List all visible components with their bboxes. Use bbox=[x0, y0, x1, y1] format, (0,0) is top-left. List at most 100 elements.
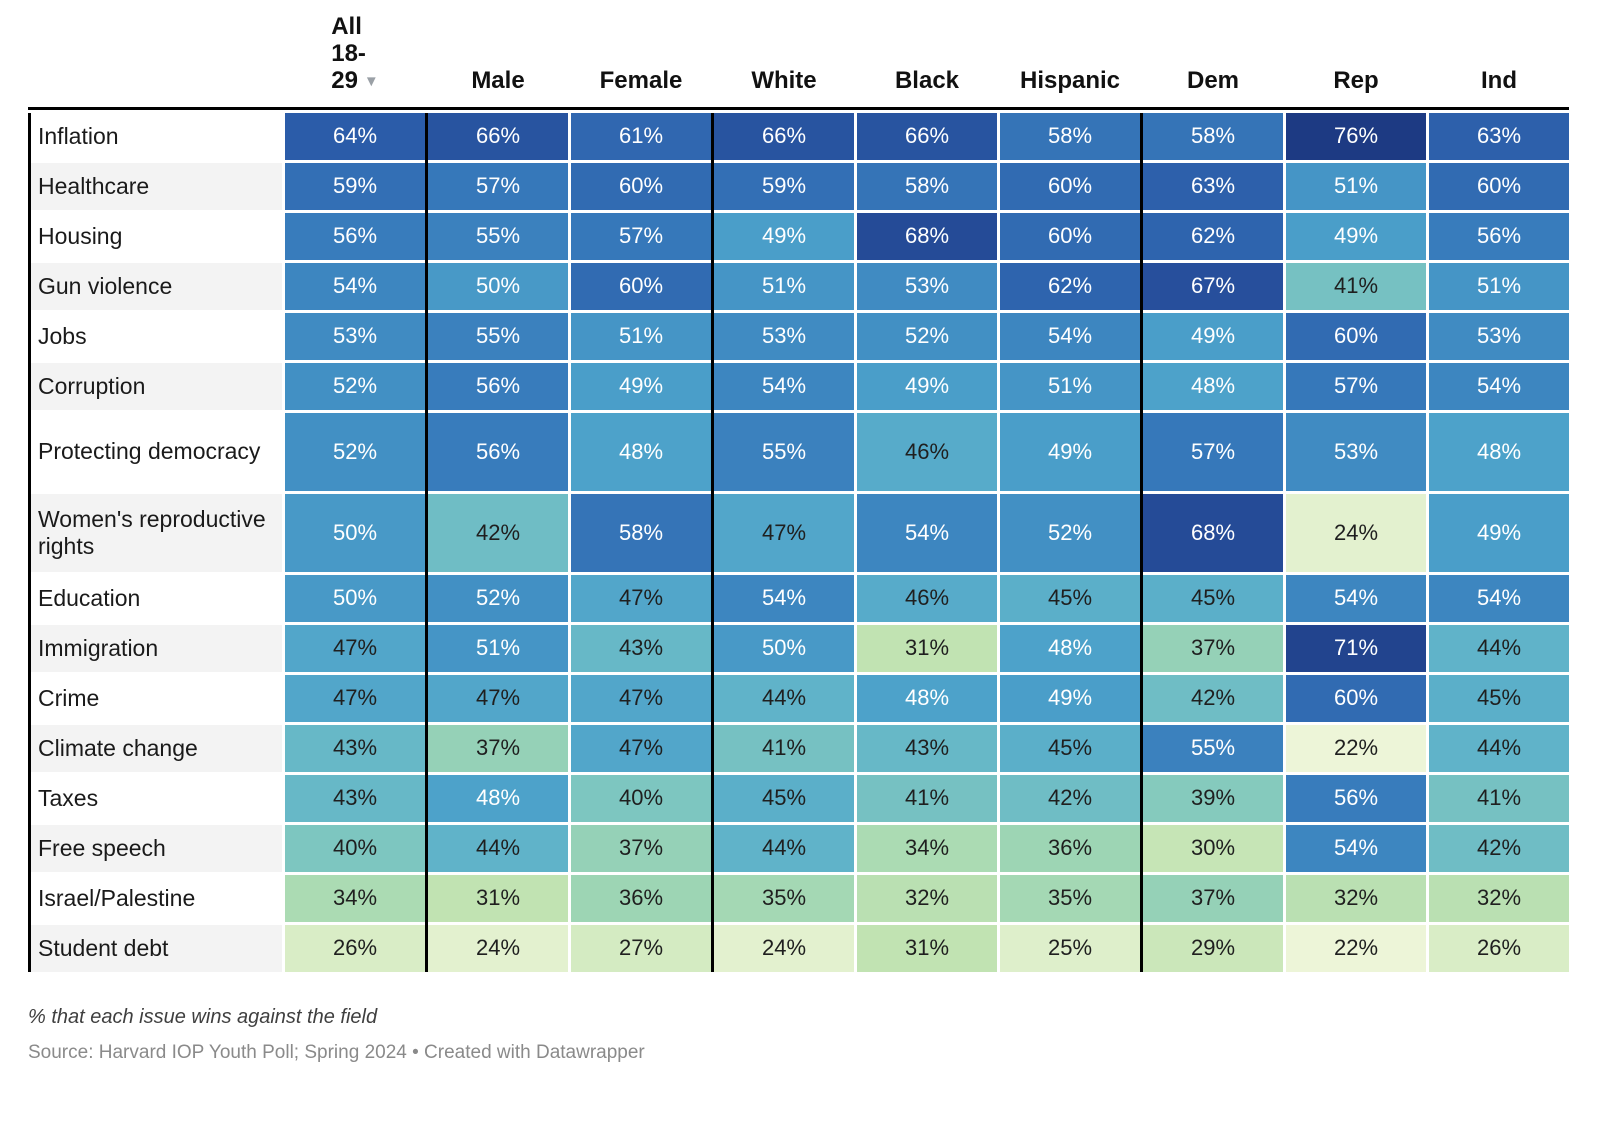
heatmap-cell: 32% bbox=[1286, 874, 1426, 922]
heatmap-cell: 56% bbox=[1286, 774, 1426, 822]
heatmap-cell: 22% bbox=[1286, 724, 1426, 772]
column-header-label: Ind bbox=[1481, 66, 1517, 94]
table-row: Free speech 40% 44% 37% 44% 34% 36% 30% 54% 42% bbox=[28, 824, 1569, 872]
heatmap-cell: 54% bbox=[1429, 362, 1569, 410]
heatmap-cell: 63% bbox=[1143, 162, 1283, 210]
heatmap-cell: 43% bbox=[571, 624, 711, 672]
heatmap-cell: 55% bbox=[428, 212, 568, 260]
heatmap-cell: 45% bbox=[1000, 574, 1140, 622]
row-label: Inflation bbox=[28, 112, 282, 160]
table-row: Taxes 43% 48% 40% 45% 41% 42% 39% 56% 41% bbox=[28, 774, 1569, 822]
row-label: Housing bbox=[28, 212, 282, 260]
heatmap-cell: 39% bbox=[1143, 774, 1283, 822]
heatmap-cell: 52% bbox=[857, 312, 997, 360]
heatmap-cell: 52% bbox=[285, 362, 425, 410]
row-label: Healthcare bbox=[28, 162, 282, 210]
table-row: Protecting democracy 52% 56% 48% 55% 46% 49% 57… bbox=[28, 412, 1569, 491]
table-row: Immigration 47% 51% 43% 50% 31% 48% 37% 71% 44% bbox=[28, 624, 1569, 672]
column-header-ind[interactable]: Ind bbox=[1429, 66, 1569, 95]
heatmap-cell: 43% bbox=[857, 724, 997, 772]
heatmap-cell: 60% bbox=[571, 162, 711, 210]
heatmap-cell: 49% bbox=[714, 212, 854, 260]
heatmap-cell: 59% bbox=[285, 162, 425, 210]
heatmap-cell: 47% bbox=[428, 674, 568, 722]
heatmap-cell: 51% bbox=[571, 312, 711, 360]
column-header-male[interactable]: Male bbox=[428, 67, 568, 95]
heatmap-cell: 57% bbox=[571, 212, 711, 260]
column-header-rep[interactable]: Rep bbox=[1286, 67, 1426, 95]
heatmap-cell: 66% bbox=[428, 112, 568, 160]
heatmap-cell: 54% bbox=[1286, 574, 1426, 622]
sort-descending-icon[interactable]: ▼ bbox=[363, 72, 379, 90]
heatmap-cell: 51% bbox=[714, 262, 854, 310]
heatmap-cell: 54% bbox=[1429, 574, 1569, 622]
row-label: Taxes bbox=[28, 774, 282, 822]
heatmap-cell: 50% bbox=[285, 493, 425, 572]
heatmap-cell: 68% bbox=[1143, 493, 1283, 572]
group-separator-left-edge bbox=[28, 112, 31, 972]
heatmap-cell: 44% bbox=[1429, 724, 1569, 772]
heatmap-cell: 47% bbox=[571, 674, 711, 722]
heatmap-cell: 36% bbox=[571, 874, 711, 922]
heatmap-cell: 37% bbox=[1143, 874, 1283, 922]
heatmap-cell: 51% bbox=[428, 624, 568, 672]
heatmap-cell: 46% bbox=[857, 412, 997, 491]
table-row: Healthcare 59% 57% 60% 59% 58% 60% 63% 51% 60% bbox=[28, 162, 1569, 210]
heatmap-cell: 44% bbox=[714, 674, 854, 722]
heatmap-cell: 53% bbox=[857, 262, 997, 310]
chart-source: Source: Harvard IOP Youth Poll; Spring 2… bbox=[28, 1041, 645, 1063]
heatmap-cell: 47% bbox=[285, 674, 425, 722]
heatmap-cell: 24% bbox=[1286, 493, 1426, 572]
table-row: Inflation 64% 66% 61% 66% 66% 58% 58% 76% 63% bbox=[28, 112, 1569, 160]
heatmap-cell: 42% bbox=[1000, 774, 1140, 822]
heatmap-cell: 52% bbox=[1000, 493, 1140, 572]
group-separator-gender bbox=[425, 112, 428, 972]
heatmap-cell: 44% bbox=[714, 824, 854, 872]
column-header-dem[interactable]: Dem bbox=[1143, 67, 1283, 95]
heatmap-cell: 54% bbox=[1286, 824, 1426, 872]
column-header-label: Hispanic bbox=[1019, 66, 1121, 94]
heatmap-cell: 34% bbox=[285, 874, 425, 922]
row-label: Protecting democracy bbox=[28, 412, 282, 491]
heatmap-cell: 46% bbox=[857, 574, 997, 622]
heatmap-cell: 45% bbox=[714, 774, 854, 822]
row-label: Jobs bbox=[28, 312, 282, 360]
heatmap-cell: 63% bbox=[1429, 112, 1569, 160]
heatmap-cell: 50% bbox=[714, 624, 854, 672]
heatmap-cell: 62% bbox=[1000, 262, 1140, 310]
column-header-hispanic[interactable]: Hispanic bbox=[1000, 66, 1140, 95]
heatmap-cell: 68% bbox=[857, 212, 997, 260]
heatmap-cell: 49% bbox=[1286, 212, 1426, 260]
heatmap-cell: 48% bbox=[1429, 412, 1569, 491]
row-label: Education bbox=[28, 574, 282, 622]
table-row: Student debt 26% 24% 27% 24% 31% 25% 29% 22% 26% bbox=[28, 924, 1569, 972]
header-row: All 18- 29 ▼ Male Female White Black Hispanic Dem… bbox=[28, 13, 1569, 110]
heatmap-cell: 61% bbox=[571, 112, 711, 160]
row-label: Israel/Palestine bbox=[28, 874, 282, 922]
heatmap-cell: 30% bbox=[1143, 824, 1283, 872]
heatmap-cell: 60% bbox=[1000, 212, 1140, 260]
heatmap-cell: 47% bbox=[285, 624, 425, 672]
heatmap-cell: 48% bbox=[857, 674, 997, 722]
column-header-female[interactable]: Female bbox=[571, 67, 711, 95]
heatmap-cell: 47% bbox=[714, 493, 854, 572]
heatmap-cell: 57% bbox=[1143, 412, 1283, 491]
heatmap-cell: 32% bbox=[857, 874, 997, 922]
heatmap-cell: 60% bbox=[1286, 312, 1426, 360]
table-row: Women's reproductive rights 50% 42% 58% 47% 5… bbox=[28, 493, 1569, 572]
heatmap-cell: 53% bbox=[1286, 412, 1426, 491]
heatmap-cell: 35% bbox=[714, 874, 854, 922]
column-header-white[interactable]: White bbox=[714, 67, 854, 95]
heatmap-cell: 56% bbox=[285, 212, 425, 260]
column-header-black[interactable]: Black bbox=[857, 67, 997, 95]
heatmap-cell: 24% bbox=[714, 924, 854, 972]
heatmap-cell: 32% bbox=[1429, 874, 1569, 922]
column-header-all-18-29[interactable]: All 18- 29 ▼ bbox=[285, 13, 425, 95]
heatmap-cell: 57% bbox=[428, 162, 568, 210]
row-label: Crime bbox=[28, 674, 282, 722]
heatmap-cell: 26% bbox=[1429, 924, 1569, 972]
heatmap-cell: 44% bbox=[428, 824, 568, 872]
heatmap-cell: 50% bbox=[428, 262, 568, 310]
heatmap-cell: 52% bbox=[285, 412, 425, 491]
heatmap-cell: 34% bbox=[857, 824, 997, 872]
